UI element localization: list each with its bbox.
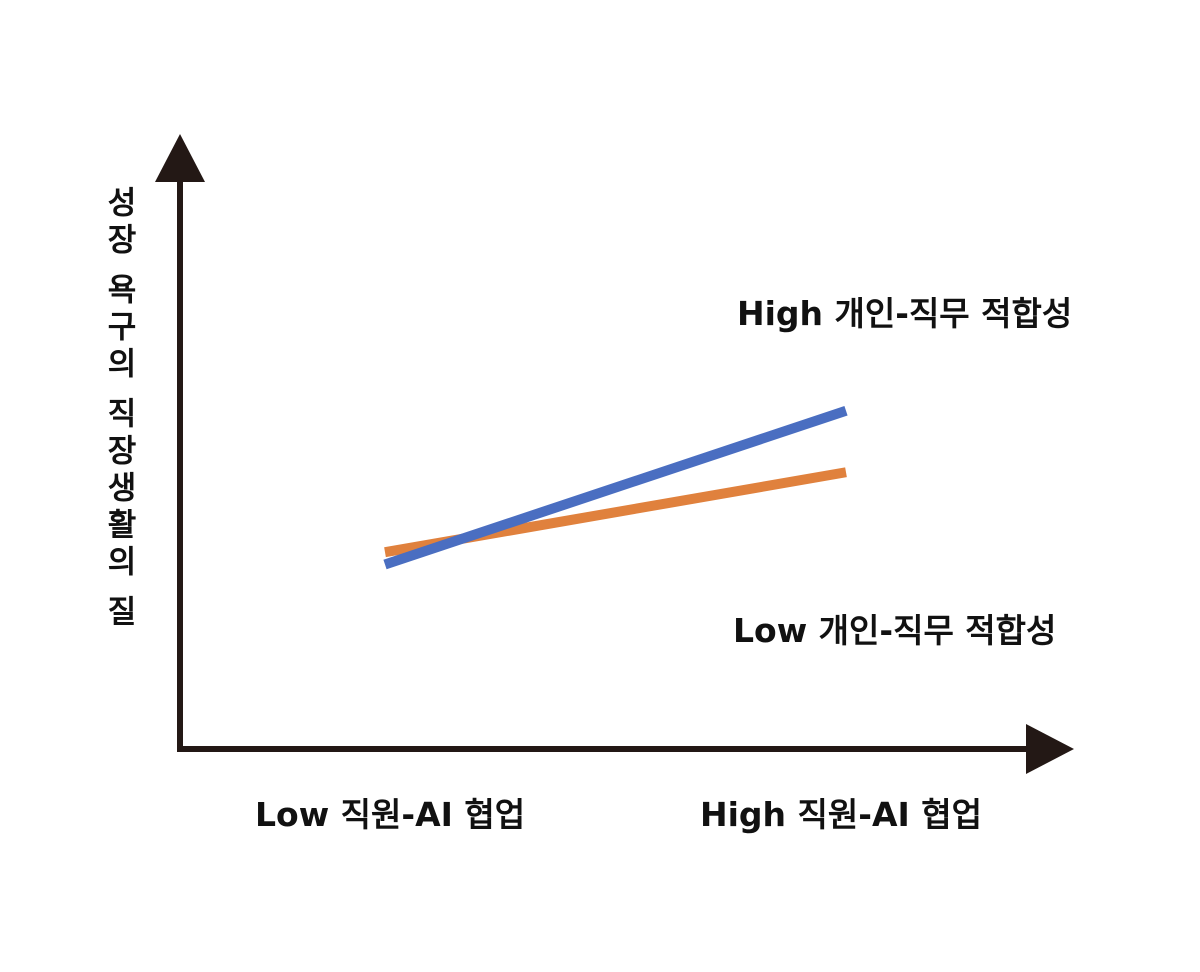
y-axis-label-char: 의 — [108, 545, 137, 581]
y-axis-label-char: 성 — [108, 186, 137, 222]
series-layer — [383, 406, 848, 570]
x-tick-label-low: Low 직원-AI 협업 — [255, 795, 525, 834]
y-axis-arrowhead — [155, 134, 205, 182]
y-axis-label-char: 생 — [108, 471, 137, 507]
y-axis-label-char: 의 — [108, 347, 137, 383]
series-label-low-fit: Low 개인-직무 적합성 — [733, 611, 1056, 650]
y-axis-label-char: 장 — [108, 223, 137, 259]
x-axis-arrowhead — [1026, 724, 1074, 774]
y-axis-label-char: 구 — [108, 310, 137, 346]
y-axis-label-char: 활 — [108, 508, 137, 544]
axes — [155, 134, 1074, 774]
y-axis-label-char: 장 — [108, 434, 137, 470]
x-tick-label-high: High 직원-AI 협업 — [700, 795, 982, 834]
y-axis-label-char: 직 — [108, 397, 137, 433]
series-line-high-fit — [383, 406, 848, 570]
y-axis-label-char: 욕 — [108, 273, 137, 309]
series-label-high-fit: High 개인-직무 적합성 — [737, 294, 1072, 333]
y-axis-label-char: 질 — [108, 595, 137, 631]
